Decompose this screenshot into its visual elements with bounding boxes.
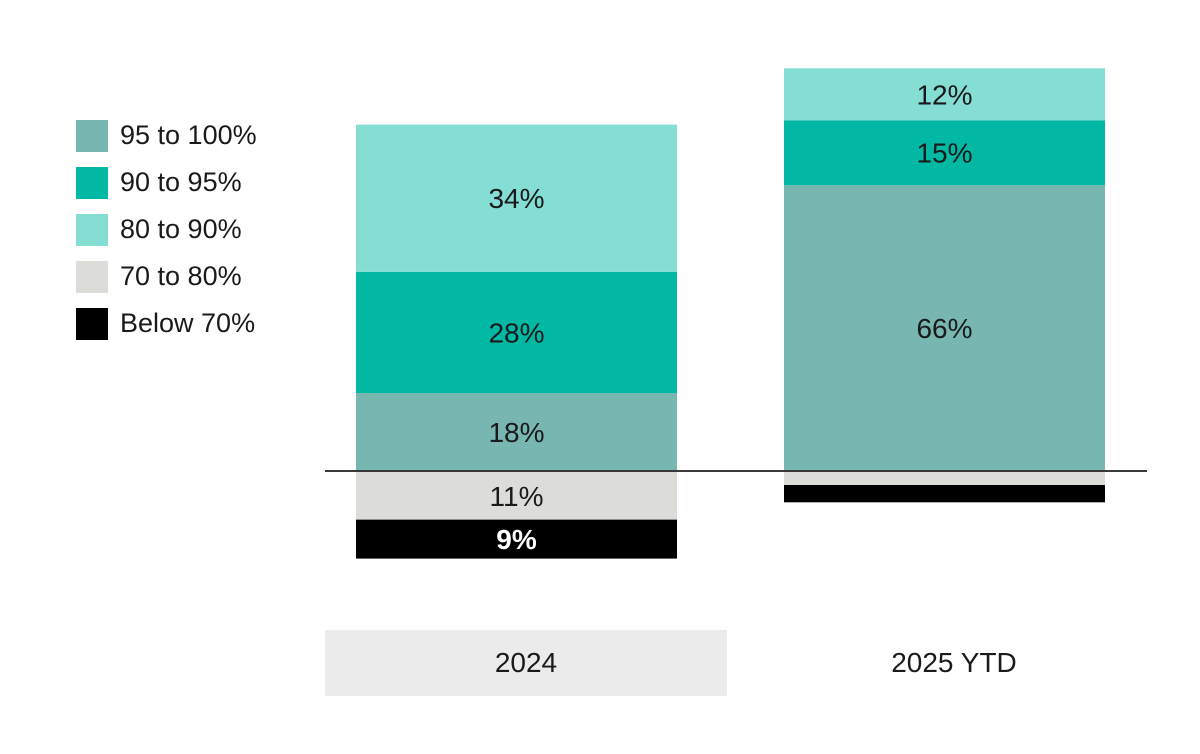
bar-segment — [356, 124, 677, 272]
legend-item: 95 to 100% — [76, 112, 257, 159]
bar-segment — [784, 185, 1105, 471]
data-label: 9% — [496, 524, 537, 555]
chart-legend: 95 to 100% 90 to 95% 80 to 90% 70 to 80% Bel… — [76, 112, 257, 347]
legend-item: 90 to 95% — [76, 159, 257, 206]
bar-segment — [784, 472, 1105, 485]
legend-swatch — [76, 119, 108, 152]
data-label: 11% — [490, 481, 544, 512]
bar-segment — [356, 519, 677, 559]
legend-swatch — [76, 166, 108, 199]
data-label: 28% — [488, 317, 544, 348]
bar-segment — [356, 472, 677, 520]
legend-swatch — [76, 213, 108, 246]
bar-segment — [784, 120, 1105, 186]
legend-label: Below 70% — [120, 308, 256, 338]
data-label: 12% — [916, 79, 972, 110]
legend-item: 80 to 90% — [76, 206, 257, 253]
legend-label: 70 to 80% — [120, 261, 242, 291]
legend-swatch — [76, 307, 108, 340]
bar-segment — [784, 484, 1105, 503]
legend-label: 95 to 100% — [120, 120, 257, 150]
legend-swatch — [76, 260, 108, 293]
data-label: 34% — [488, 183, 544, 214]
data-label: 15% — [916, 138, 972, 169]
legend-label: 80 to 90% — [120, 214, 242, 244]
bar-segment — [356, 271, 677, 394]
category-highlight — [325, 630, 727, 696]
legend-label: 90 to 95% — [120, 167, 242, 197]
legend-item: 70 to 80% — [76, 253, 257, 300]
legend-item: Below 70% — [76, 300, 257, 347]
data-label: 18% — [488, 417, 544, 448]
category-label: 2025 YTD — [891, 647, 1017, 678]
data-label: 66% — [916, 313, 972, 344]
bar-segment — [784, 68, 1105, 121]
bar-segment — [356, 393, 677, 471]
category-label: 2024 — [494, 647, 558, 678]
